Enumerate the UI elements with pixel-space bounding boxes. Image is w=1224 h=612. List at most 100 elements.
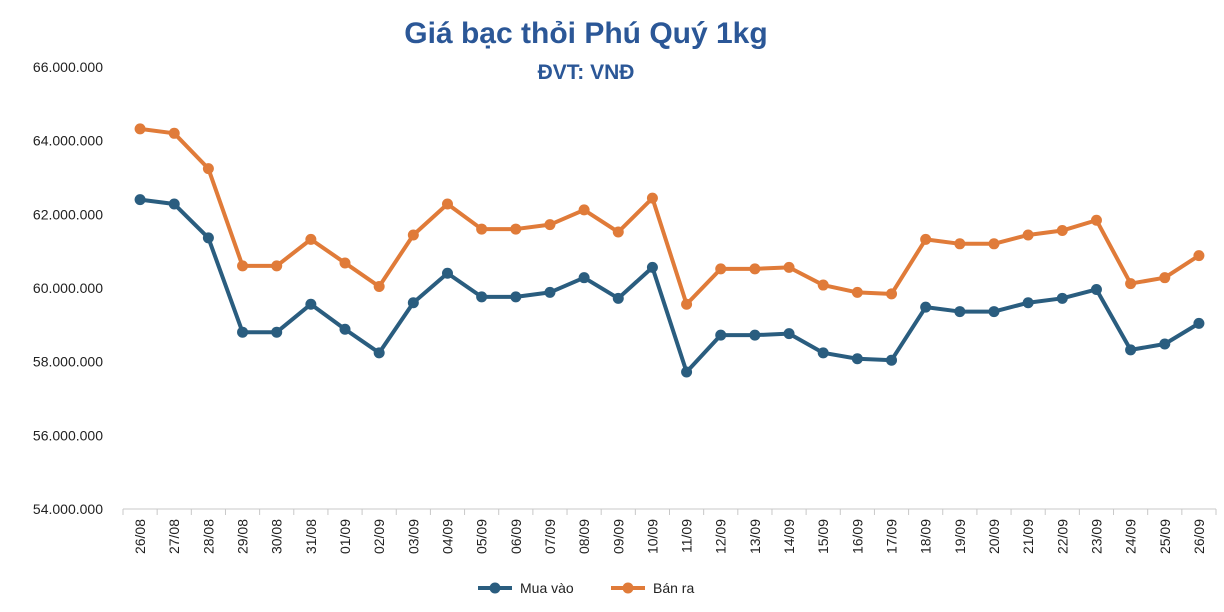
x-tick-label: 02/09: [371, 519, 387, 554]
data-point: [886, 288, 898, 300]
x-tick-label: 18/09: [918, 519, 934, 554]
data-point: [646, 261, 658, 273]
data-point: [749, 263, 761, 275]
x-tick-label: 22/09: [1054, 519, 1070, 554]
series-line: [139, 126, 1201, 307]
data-point: [578, 204, 590, 216]
data-point: [237, 260, 249, 272]
legend-label: Bán ra: [653, 580, 694, 596]
data-point: [681, 298, 693, 310]
x-tick-label: 11/09: [679, 519, 695, 553]
x-tick-label: 28/08: [200, 519, 216, 554]
y-axis: 54.000.000 56.000.000 58.000.000 60.000.000…: [33, 59, 103, 517]
x-tick-label: 25/09: [1157, 519, 1173, 554]
series-2: [134, 123, 1205, 310]
x-tick-label: 12/09: [713, 519, 729, 554]
data-point: [373, 281, 385, 293]
data-point: [954, 306, 966, 318]
data-point: [441, 267, 453, 279]
x-tick-label: 03/09: [405, 519, 421, 554]
x-tick-label: 26/09: [1191, 519, 1207, 554]
x-tick-label: 29/08: [235, 519, 251, 554]
x-tick-label: 04/09: [439, 519, 455, 554]
data-point: [168, 127, 180, 139]
x-tick-label: 05/09: [474, 519, 490, 554]
legend-swatch-marker: [489, 582, 501, 594]
data-point: [305, 233, 317, 245]
data-point: [134, 123, 146, 135]
data-point: [1159, 338, 1171, 350]
y-tick-label: 66.000.000: [33, 59, 103, 75]
data-point: [920, 233, 932, 245]
legend: Mua vào Bán ra: [478, 580, 694, 596]
y-tick-label: 64.000.000: [33, 133, 103, 149]
data-point: [851, 286, 863, 298]
data-point: [1056, 292, 1068, 304]
x-tick-label: 23/09: [1088, 519, 1104, 554]
data-point: [202, 232, 214, 244]
x-tick-label: 31/08: [303, 519, 319, 554]
x-tick-label: 13/09: [747, 519, 763, 554]
data-point: [407, 229, 419, 241]
data-point: [305, 298, 317, 310]
x-tick-label: 21/09: [1020, 519, 1036, 554]
x-tick-label: 24/09: [1123, 519, 1139, 554]
data-point: [1193, 250, 1205, 262]
data-point: [476, 223, 488, 235]
data-point: [1090, 214, 1102, 226]
data-point: [1022, 297, 1034, 309]
data-point: [988, 238, 1000, 250]
y-tick-label: 56.000.000: [33, 427, 103, 443]
data-point: [715, 263, 727, 275]
y-tick-label: 62.000.000: [33, 206, 103, 222]
data-point: [271, 326, 283, 338]
data-point: [1090, 283, 1102, 295]
x-tick-label: 01/09: [337, 519, 353, 554]
data-point: [612, 292, 624, 304]
data-point: [134, 194, 146, 206]
legend-item: Mua vào: [478, 580, 574, 596]
x-tick-label: 07/09: [542, 519, 558, 554]
data-point: [954, 238, 966, 250]
data-point: [544, 286, 556, 298]
data-point: [988, 306, 1000, 318]
data-point: [510, 223, 522, 235]
x-tick-label: 30/08: [269, 519, 285, 554]
data-point: [1193, 317, 1205, 329]
data-point: [441, 198, 453, 210]
data-point: [271, 260, 283, 272]
data-point: [373, 347, 385, 359]
data-point: [1125, 344, 1137, 356]
chart-subtitle: ĐVT: VNĐ: [538, 61, 635, 84]
data-point: [1159, 272, 1171, 284]
x-tick-label: 09/09: [610, 519, 626, 554]
series-line: [139, 197, 1200, 374]
x-tick-label: 08/09: [576, 519, 592, 554]
data-point: [783, 261, 795, 273]
x-tick-label: 26/08: [132, 519, 148, 554]
data-point: [817, 279, 829, 291]
data-point: [202, 163, 214, 175]
data-point: [407, 297, 419, 309]
x-tick-label: 15/09: [815, 519, 831, 554]
series-layer: [134, 123, 1205, 378]
chart-title: Giá bạc thỏi Phú Quý 1kg: [404, 17, 767, 50]
data-point: [817, 347, 829, 359]
y-tick-label: 54.000.000: [33, 501, 103, 517]
x-tick-label: 19/09: [952, 519, 968, 554]
data-point: [476, 291, 488, 303]
data-point: [1125, 278, 1137, 290]
legend-item: Bán ra: [611, 580, 694, 596]
data-point: [646, 192, 658, 204]
legend-label: Mua vào: [520, 580, 574, 596]
data-point: [339, 323, 351, 335]
x-tick-label: 17/09: [884, 519, 900, 554]
y-tick-label: 60.000.000: [33, 280, 103, 296]
data-point: [920, 301, 932, 313]
data-point: [510, 291, 522, 303]
data-point: [578, 272, 590, 284]
y-tick-label: 58.000.000: [33, 354, 103, 370]
data-point: [544, 219, 556, 231]
data-point: [612, 226, 624, 238]
